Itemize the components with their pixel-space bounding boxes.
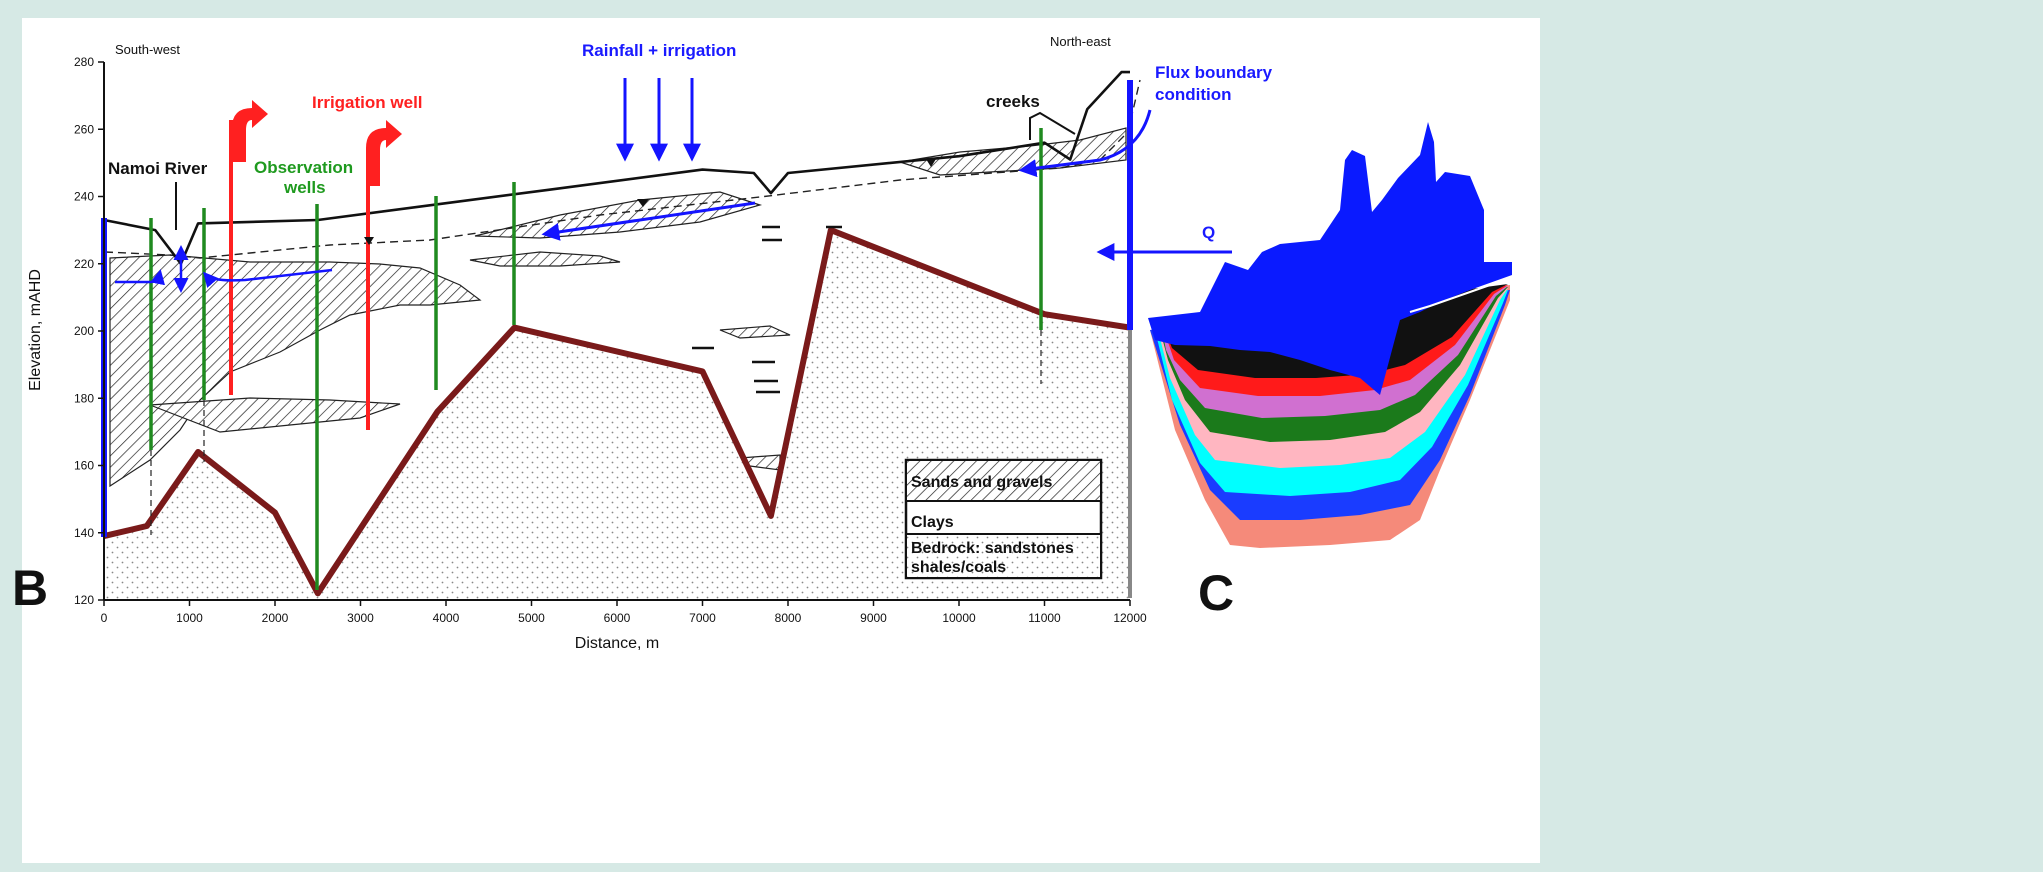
south-west-label: South-west bbox=[115, 42, 180, 57]
bedrock-surface-line bbox=[103, 227, 1131, 597]
legend-sands-label: Sands and gravels bbox=[911, 474, 1052, 491]
x-tick-label: 12000 bbox=[1113, 611, 1147, 625]
legend-clays-label: Clays bbox=[911, 514, 954, 531]
x-axis-label: Distance, m bbox=[575, 635, 659, 652]
panel-c-3d-model bbox=[1148, 122, 1512, 548]
panel-c-letter: C bbox=[1198, 565, 1234, 621]
sand-lens-4 bbox=[469, 251, 621, 267]
x-tick-label: 9000 bbox=[860, 611, 887, 625]
flow-arrow bbox=[115, 269, 165, 286]
legend: Sands and gravels Clays Bedrock: sandsto… bbox=[904, 458, 1103, 580]
x-tick-label: 1000 bbox=[176, 611, 203, 625]
x-tick-label: 2000 bbox=[262, 611, 289, 625]
legend-swatch-bedrock bbox=[907, 535, 1100, 577]
x-tick-label: 5000 bbox=[518, 611, 545, 625]
creeks-label: creeks bbox=[986, 92, 1040, 111]
observation-wells-label-line2: wells bbox=[283, 178, 326, 197]
model-cliff-edge bbox=[1409, 277, 1511, 313]
observation-wells-label-line1: Observation bbox=[254, 158, 353, 177]
flux-boundary-arrow bbox=[1018, 109, 1152, 178]
x-tick-label: 10000 bbox=[942, 611, 976, 625]
x-tick-label: 4000 bbox=[433, 611, 460, 625]
x-tick-label: 7000 bbox=[689, 611, 716, 625]
sand-lens-6 bbox=[719, 325, 791, 339]
y-tick-label: 260 bbox=[74, 122, 94, 136]
y-tick-label: 280 bbox=[74, 55, 94, 69]
y-tick-label: 140 bbox=[74, 526, 94, 540]
water-table-marker-icon bbox=[364, 237, 374, 245]
flow-arrow bbox=[203, 268, 333, 288]
model-top-surface bbox=[1148, 122, 1512, 395]
y-tick-label: 240 bbox=[74, 190, 94, 204]
north-east-label: North-east bbox=[1050, 34, 1111, 49]
x-tick-label: 6000 bbox=[604, 611, 631, 625]
rainfall-arrows bbox=[616, 78, 701, 162]
y-tick-label: 200 bbox=[74, 324, 94, 338]
irrigation-pump-arrow-icon bbox=[232, 100, 268, 162]
water-table-marker-icon bbox=[926, 159, 936, 167]
bedrock-area bbox=[104, 230, 1130, 600]
irrigation-wells bbox=[229, 100, 402, 430]
y-axis-ticks: 280 260 240 220 200 180 160 140 120 bbox=[74, 55, 104, 607]
q-label: Q bbox=[1202, 223, 1215, 242]
rainfall-label: Rainfall + irrigation bbox=[582, 41, 736, 60]
irrigation-well-label: Irrigation well bbox=[312, 93, 423, 112]
groundwater-flow-arrows bbox=[115, 109, 1232, 288]
water-table-marker-icon bbox=[637, 199, 649, 207]
y-tick-label: 160 bbox=[74, 459, 94, 473]
thin-lenses bbox=[692, 225, 842, 394]
ground-surface-line bbox=[103, 70, 1130, 266]
legend-bedrock-label-line1: Bedrock: sandstones bbox=[911, 540, 1074, 557]
panel-b-letter: B bbox=[12, 560, 48, 616]
flow-arrow bbox=[541, 201, 756, 241]
namoi-river-label: Namoi River bbox=[108, 159, 208, 178]
flux-boundary-label-line2: condition bbox=[1155, 85, 1231, 104]
flux-boundary-label-line1: Flux boundary bbox=[1155, 63, 1273, 82]
x-axis-ticks: 0 1000 2000 3000 4000 5000 6000 7000 8000 9000 100… bbox=[101, 600, 1147, 625]
legend-bedrock-label-line2: shales/coals bbox=[911, 559, 1006, 576]
x-tick-label: 11000 bbox=[1028, 611, 1061, 625]
y-axis-label: Elevation, mAHD bbox=[27, 269, 44, 391]
observation-wells bbox=[149, 128, 1043, 590]
y-tick-label: 120 bbox=[74, 593, 94, 607]
y-tick-label: 220 bbox=[74, 257, 94, 271]
y-tick-label: 180 bbox=[74, 391, 94, 405]
irrigation-pump-arrow-icon bbox=[366, 120, 402, 186]
x-tick-label: 8000 bbox=[775, 611, 802, 625]
sand-lens-2 bbox=[149, 397, 401, 433]
legend-swatch-sands bbox=[907, 461, 1100, 501]
creeks-pointer bbox=[1029, 111, 1076, 140]
x-tick-label: 3000 bbox=[347, 611, 374, 625]
axes: 280 260 240 220 200 180 160 140 120 0 1000 2000 300… bbox=[27, 55, 1147, 652]
x-tick-label: 0 bbox=[101, 611, 108, 625]
water-table-dashed bbox=[104, 79, 1141, 259]
